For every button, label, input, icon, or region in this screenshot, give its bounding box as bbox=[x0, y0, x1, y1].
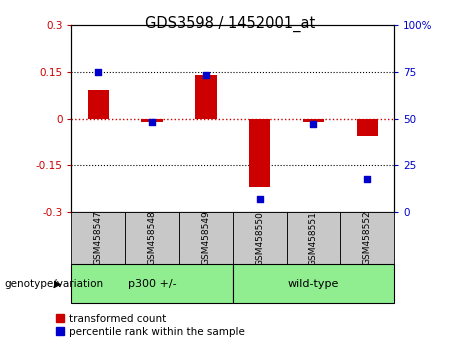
Point bbox=[148, 120, 156, 125]
Bar bbox=[356, 119, 378, 136]
Bar bbox=[71, 212, 125, 264]
Text: wild-type: wild-type bbox=[288, 279, 339, 289]
Text: GSM458550: GSM458550 bbox=[255, 211, 264, 266]
Bar bbox=[142, 119, 163, 122]
Bar bbox=[303, 119, 324, 122]
Bar bbox=[287, 212, 340, 264]
Point bbox=[310, 121, 317, 127]
Bar bbox=[195, 75, 217, 119]
Text: GSM458547: GSM458547 bbox=[94, 211, 103, 266]
Text: GSM458552: GSM458552 bbox=[363, 211, 372, 266]
Bar bbox=[233, 212, 287, 264]
Text: genotype/variation: genotype/variation bbox=[5, 279, 104, 289]
Bar bbox=[179, 212, 233, 264]
Bar bbox=[125, 212, 179, 264]
Text: GSM458549: GSM458549 bbox=[201, 211, 210, 266]
Text: GDS3598 / 1452001_at: GDS3598 / 1452001_at bbox=[145, 16, 316, 32]
Bar bbox=[88, 90, 109, 119]
Point bbox=[202, 73, 210, 78]
Bar bbox=[249, 119, 271, 187]
Point bbox=[364, 176, 371, 182]
Point bbox=[95, 69, 102, 74]
Legend: transformed count, percentile rank within the sample: transformed count, percentile rank withi… bbox=[53, 312, 247, 339]
Point bbox=[256, 196, 263, 202]
Bar bbox=[340, 212, 394, 264]
Text: GSM458551: GSM458551 bbox=[309, 211, 318, 266]
Text: GSM458548: GSM458548 bbox=[148, 211, 157, 266]
Text: p300 +/-: p300 +/- bbox=[128, 279, 177, 289]
Bar bbox=[233, 264, 394, 303]
Text: ▶: ▶ bbox=[54, 279, 61, 289]
Bar bbox=[71, 264, 233, 303]
